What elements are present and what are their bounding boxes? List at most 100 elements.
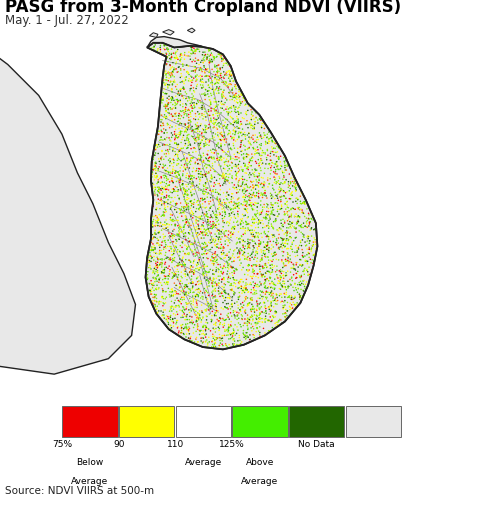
Point — [158, 222, 166, 230]
Point — [150, 245, 157, 254]
Point — [253, 230, 261, 238]
Point — [213, 315, 221, 323]
Point — [232, 202, 240, 210]
Point — [210, 332, 218, 340]
Point — [257, 189, 265, 197]
Point — [224, 83, 232, 91]
Point — [172, 320, 180, 328]
Point — [234, 337, 242, 345]
Point — [221, 200, 229, 208]
Point — [230, 77, 238, 85]
Point — [168, 85, 176, 93]
Point — [265, 135, 273, 143]
Point — [200, 83, 207, 91]
Point — [195, 205, 203, 213]
Point — [199, 203, 207, 211]
Point — [228, 300, 235, 309]
Point — [187, 110, 194, 118]
Point — [151, 173, 159, 181]
Point — [262, 213, 269, 221]
Point — [180, 284, 188, 292]
Point — [211, 309, 219, 317]
Point — [173, 150, 181, 158]
Point — [227, 334, 234, 342]
Point — [209, 207, 216, 215]
Point — [258, 288, 265, 296]
Point — [168, 113, 176, 121]
Point — [251, 192, 259, 200]
Point — [288, 292, 295, 300]
Point — [160, 41, 168, 49]
Point — [153, 285, 160, 293]
Point — [298, 221, 305, 229]
Point — [265, 243, 273, 251]
Point — [248, 157, 256, 165]
Point — [225, 273, 232, 281]
Point — [183, 202, 191, 210]
Point — [218, 55, 226, 63]
Point — [269, 223, 277, 231]
Point — [218, 337, 226, 345]
Point — [236, 239, 244, 247]
Point — [171, 139, 179, 147]
Point — [156, 250, 163, 258]
Point — [270, 151, 278, 159]
Point — [170, 290, 178, 298]
Point — [294, 284, 302, 292]
Point — [165, 92, 173, 100]
Point — [276, 180, 284, 188]
Point — [259, 207, 266, 215]
Point — [178, 54, 185, 62]
Point — [156, 219, 164, 227]
Point — [194, 160, 202, 168]
Point — [216, 129, 224, 137]
Point — [175, 112, 183, 120]
Point — [252, 158, 259, 166]
Point — [267, 245, 275, 253]
Point — [200, 190, 208, 198]
Point — [241, 175, 249, 183]
Point — [230, 134, 238, 142]
Point — [149, 197, 157, 206]
Point — [169, 100, 177, 109]
Point — [163, 198, 170, 206]
Point — [267, 289, 275, 297]
Point — [181, 220, 189, 228]
Point — [209, 162, 216, 170]
Point — [186, 42, 193, 50]
Point — [212, 110, 220, 118]
Point — [182, 52, 190, 60]
Point — [287, 268, 294, 276]
Point — [296, 290, 303, 298]
Point — [190, 220, 197, 228]
Point — [199, 270, 206, 278]
Point — [187, 333, 195, 341]
Point — [211, 168, 219, 176]
Point — [266, 170, 274, 178]
Point — [167, 78, 174, 86]
Point — [186, 52, 194, 60]
Point — [207, 79, 215, 87]
Polygon shape — [145, 43, 317, 349]
Point — [263, 156, 271, 164]
Point — [184, 250, 192, 258]
Point — [223, 108, 231, 116]
Point — [223, 188, 231, 196]
Point — [287, 281, 295, 289]
Point — [179, 156, 187, 164]
Point — [167, 199, 174, 207]
Point — [201, 121, 209, 129]
Point — [263, 330, 271, 338]
Point — [214, 68, 221, 76]
Point — [224, 278, 231, 286]
Point — [143, 273, 151, 281]
Point — [300, 233, 308, 241]
Point — [207, 97, 215, 106]
Point — [182, 281, 190, 289]
Point — [176, 332, 184, 340]
Point — [203, 316, 210, 324]
Point — [290, 286, 298, 294]
Point — [257, 164, 264, 172]
Point — [210, 260, 217, 268]
Point — [266, 175, 274, 183]
